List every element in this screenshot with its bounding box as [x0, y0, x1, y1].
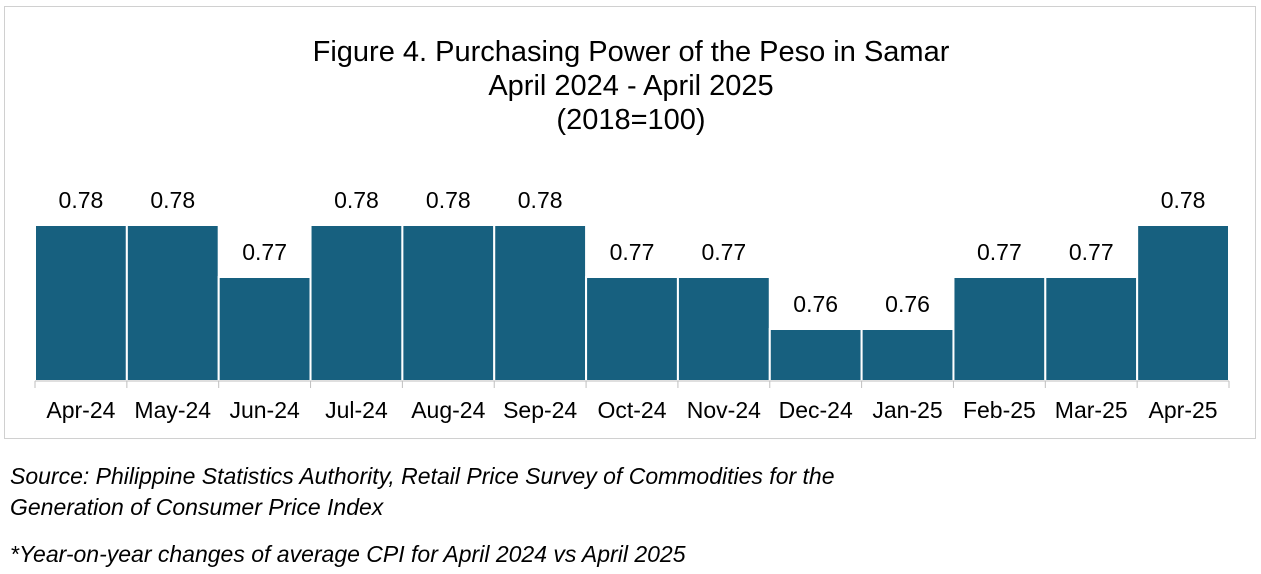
bar [952, 276, 1047, 382]
x-tick-label: Nov-24 [687, 397, 761, 423]
bar-value-label: 0.77 [977, 239, 1022, 265]
x-tick-label: Oct-24 [597, 397, 666, 423]
bar-chart-plot: 0.78 Apr-24 0.78 May-24 0.77 Jun-24 0.78 Jul-24… [34, 187, 1231, 423]
x-tick-label: Mar-25 [1055, 397, 1128, 423]
chart-title-line-3: (2018=100) [556, 104, 706, 136]
bar-value-label: 0.77 [242, 239, 287, 265]
bar-value-label: 0.78 [334, 187, 379, 213]
bar-value-label: 0.78 [1161, 187, 1206, 213]
x-tick-label: Jul-24 [325, 397, 388, 423]
footnote: *Year-on-year changes of average CPI for… [10, 541, 686, 567]
bar-value-label: 0.78 [59, 187, 104, 213]
bar [217, 276, 312, 382]
bar-value-label: 0.77 [701, 239, 746, 265]
bar-value-label: 0.77 [1069, 239, 1114, 265]
bar [768, 328, 863, 382]
x-tick-label: Apr-25 [1149, 397, 1218, 423]
bar [1044, 276, 1139, 382]
bar-value-label: 0.76 [885, 291, 930, 317]
x-tick-label: Aug-24 [411, 397, 485, 423]
bar [676, 276, 771, 382]
chart-title: Figure 4. Purchasing Power of the Peso i… [5, 35, 1257, 137]
source-line-1: Source: Philippine Statistics Authority,… [10, 463, 835, 489]
x-tick-label: Dec-24 [779, 397, 853, 423]
bar [860, 328, 955, 382]
bar [1136, 224, 1231, 382]
chart-title-line-1: Figure 4. Purchasing Power of the Peso i… [312, 36, 950, 68]
x-tick-label: Jan-25 [872, 397, 942, 423]
bar [493, 224, 588, 382]
bar [125, 224, 220, 382]
bar-value-label: 0.78 [150, 187, 195, 213]
bar [401, 224, 496, 382]
bar-value-label: 0.76 [793, 291, 838, 317]
x-tick-label: May-24 [134, 397, 211, 423]
source-note: Source: Philippine Statistics Authority,… [10, 461, 835, 523]
x-tick-label: Feb-25 [963, 397, 1036, 423]
x-tick-label: Apr-24 [46, 397, 115, 423]
bar [309, 224, 404, 382]
bar-value-label: 0.78 [426, 187, 471, 213]
x-tick-label: Sep-24 [503, 397, 577, 423]
x-tick-label: Jun-24 [229, 397, 300, 423]
bar-value-label: 0.77 [610, 239, 655, 265]
bar [34, 224, 128, 382]
bar-value-label: 0.78 [518, 187, 563, 213]
chart-title-line-2: April 2024 - April 2025 [488, 70, 774, 102]
bar [585, 276, 679, 382]
source-line-2: Generation of Consumer Price Index [10, 494, 384, 520]
chart-frame: Figure 4. Purchasing Power of the Peso i… [4, 6, 1256, 439]
